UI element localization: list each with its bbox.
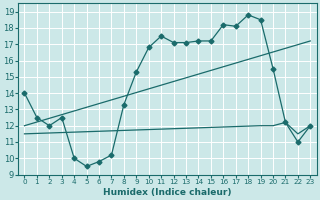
X-axis label: Humidex (Indice chaleur): Humidex (Indice chaleur) [103,188,232,197]
